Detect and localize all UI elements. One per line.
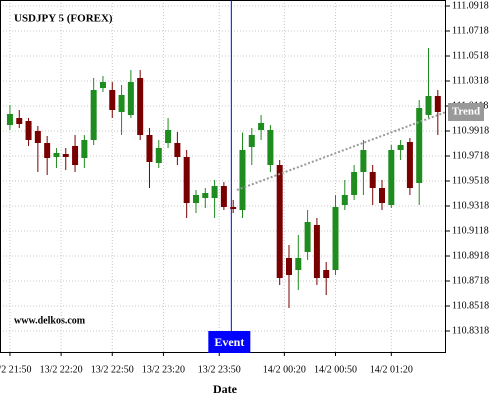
candle-body [304, 222, 311, 252]
y-tick-label: 111.0718 [452, 25, 489, 36]
candle-body [62, 154, 69, 157]
x-tick-label: 13/2 22:20 [40, 364, 83, 375]
candle-body [285, 258, 292, 275]
x-tick-label: 14/2 00:20 [263, 364, 306, 375]
candle-body [295, 258, 302, 270]
y-tick-label: 110.9318 [452, 200, 489, 211]
chart-title: USDJPY 5 (FOREX) [14, 13, 113, 25]
candle-body [211, 186, 218, 198]
candle-body [341, 195, 348, 205]
y-tick-label: 110.8918 [452, 250, 489, 261]
x-axis-title: Date [213, 382, 238, 396]
candle-body [72, 146, 79, 165]
trend-line [236, 111, 447, 191]
candle-body [202, 193, 209, 198]
x-tick-label: 13/2 21:50 [0, 364, 31, 375]
candle-body [369, 172, 376, 188]
plot-frame [0, 0, 446, 353]
candle-body [109, 90, 116, 110]
candle-body [183, 157, 190, 203]
y-tick-label: 110.9918 [452, 125, 489, 136]
candle-body [53, 153, 60, 157]
candle-body [16, 118, 23, 124]
y-tick-label: 111.0318 [452, 75, 489, 86]
x-tick-label: 14/2 01:20 [370, 364, 413, 375]
trend-label: Trend [452, 106, 480, 118]
candle-body [434, 96, 441, 112]
candle-body [323, 270, 330, 278]
event-label-box [208, 331, 251, 353]
candle-body [127, 82, 134, 115]
x-tick-label: 14/2 00:50 [314, 364, 357, 375]
event-label: Event [214, 335, 244, 349]
candle-body [44, 143, 51, 158]
candle-body [276, 165, 283, 278]
candle-body [137, 78, 144, 135]
candle-body [258, 123, 265, 130]
y-tick-label: 110.8318 [452, 325, 489, 336]
candle-body [379, 188, 386, 203]
candle-body [192, 195, 199, 203]
candle-body [360, 150, 367, 172]
candle-body [34, 131, 41, 143]
candle-body [220, 186, 227, 207]
candle-body [155, 148, 162, 163]
candle-body [397, 145, 404, 150]
candle-body [267, 130, 274, 165]
candle-body [90, 90, 97, 140]
candle-body [248, 135, 255, 147]
candle-body [81, 140, 88, 158]
y-tick-label: 111.0918 [452, 0, 489, 11]
candle-body [332, 207, 339, 270]
candle-body [165, 130, 172, 143]
candle-body [425, 96, 432, 115]
trend-label-box [448, 103, 484, 121]
candle-body [146, 135, 153, 162]
candle-body [99, 82, 106, 88]
x-tick-label: 13/2 22:50 [91, 364, 134, 375]
x-tick-label: 13/2 23:20 [142, 364, 185, 375]
candle-body [351, 172, 358, 195]
y-tick-label: 110.8518 [452, 300, 489, 311]
candle-body [416, 108, 423, 183]
candle-body [118, 95, 125, 112]
candle-body [388, 150, 395, 205]
y-tick-label: 110.9518 [452, 175, 489, 186]
y-tick-label: 111.0518 [452, 50, 489, 61]
candle-body [25, 121, 32, 140]
candle-body [6, 114, 13, 125]
y-tick-label: 110.9718 [452, 150, 489, 161]
y-tick-label: 110.9118 [452, 225, 489, 236]
candle-body [230, 207, 237, 209]
y-tick-label: 110.8718 [452, 275, 489, 286]
candle-body [313, 225, 320, 278]
x-tick-label: 13/2 23:50 [198, 364, 241, 375]
candle-body [174, 143, 181, 157]
candle-body [239, 150, 246, 210]
watermark: www.delkos.com [14, 315, 86, 326]
candle-body [406, 142, 413, 188]
